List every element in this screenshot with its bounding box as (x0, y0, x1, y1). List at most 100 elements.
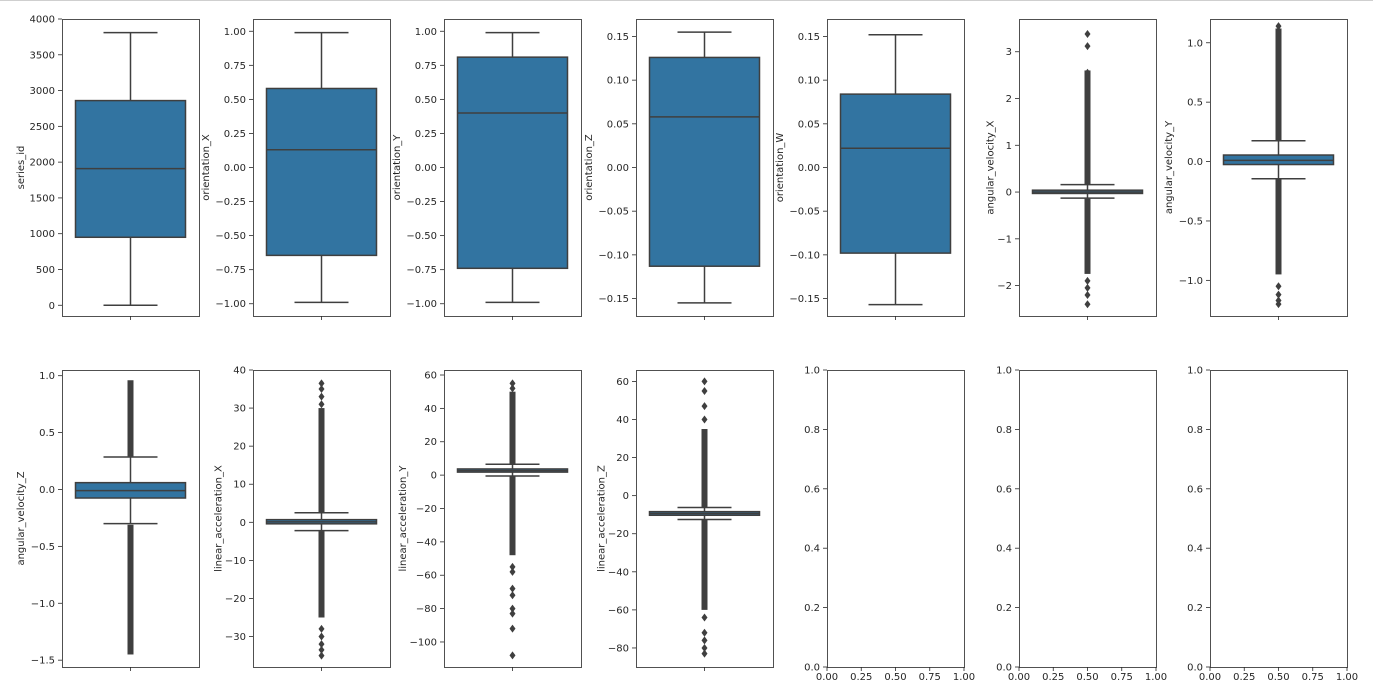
x-tick-label: 0.00 (1008, 672, 1030, 683)
y-tick-label: −60 (608, 605, 629, 616)
subplot-8: −1.5 −1.0 −0.5 0.0 0.5 1.0 angular_velocity_Z (16, 370, 200, 671)
subplot-9: −30 −20 −10 0 10 20 30 40 linear_acceleration_X (213, 366, 391, 671)
y-tick-label: 0 (623, 491, 629, 502)
box (456, 56, 569, 270)
x-tick-label: 0.75 (1111, 672, 1133, 683)
outlier-point (1275, 290, 1282, 299)
subplot-7: −1.0 −0.5 0.0 0.5 1.0 angular_velocity_Y (1164, 19, 1348, 320)
y-tick-label: 3500 (30, 50, 55, 61)
outlier-point (509, 567, 516, 576)
y-tick-label: −0.75 (215, 265, 246, 276)
y-tick-label: 30 (233, 404, 246, 415)
outlier-run (701, 519, 708, 610)
y-axis-label: orientation_X (201, 134, 212, 201)
outlier-point (1084, 276, 1091, 285)
y-tick-label: 20 (233, 442, 246, 453)
box (648, 56, 761, 267)
y-tick-label: 0.0 (1187, 663, 1203, 674)
outlier-point (701, 613, 708, 622)
top-border (0, 0, 1373, 1)
box (839, 93, 952, 254)
box (265, 87, 378, 257)
y-tick-label: 500 (36, 265, 55, 276)
outlier-point (1084, 29, 1091, 38)
outlier-point (318, 651, 325, 660)
y-axis-label: linear_acceleration_Z (596, 465, 607, 572)
y-tick-label: −80 (416, 604, 437, 615)
outlier-point (701, 415, 708, 424)
outlier-point (509, 379, 516, 388)
y-tick-label: 0.0 (804, 663, 820, 674)
y-tick-label: 0 (431, 471, 437, 482)
axes-frame (1210, 19, 1348, 317)
y-tick-label: −0.05 (789, 207, 820, 218)
outlier-run (1084, 198, 1091, 274)
axes-frame (1019, 19, 1157, 317)
y-tick-label: 0.0 (996, 663, 1012, 674)
y-tick-label: −1.0 (1179, 276, 1203, 287)
y-axis-label: angular_velocity_Y (1164, 120, 1175, 214)
outlier-run (1275, 28, 1282, 141)
y-tick-label: −1.00 (215, 299, 246, 310)
outlier-point (318, 624, 325, 633)
x-tick-label: 0.50 (884, 672, 906, 683)
y-tick-label: 20 (424, 437, 437, 448)
y-axis-label: angular_velocity_Z (16, 471, 27, 565)
y-tick-label: 0.10 (607, 76, 629, 87)
subplot-12: 0.0 0.2 0.4 0.6 0.8 1.0 0.00 0.25 0.50 0.75 1.00 (804, 366, 975, 684)
y-tick-label: −100 (410, 637, 437, 648)
outlier-point (318, 385, 325, 394)
y-tick-label: 40 (424, 404, 437, 415)
y-tick-label: 0.0 (1187, 157, 1203, 168)
outlier-point (1275, 296, 1282, 305)
axes-frame (827, 370, 965, 668)
y-tick-label: −40 (416, 537, 437, 548)
y-tick-label: 0.5 (1187, 98, 1203, 109)
y-tick-label: 0.05 (607, 119, 629, 130)
outlier-point (509, 604, 516, 613)
y-tick-label: 1.0 (804, 366, 820, 377)
y-axis-label: angular_velocity_X (986, 120, 997, 214)
y-tick-label: 0.8 (996, 425, 1012, 436)
axes-frame (444, 370, 582, 668)
x-tick-label: 1.00 (1336, 672, 1358, 683)
y-tick-label: 0.8 (1187, 425, 1203, 436)
axes-frame (1019, 370, 1157, 668)
x-tick-label: 0.25 (1042, 672, 1064, 683)
y-tick-label: 1.0 (996, 366, 1012, 377)
outlier-point (701, 643, 708, 652)
y-tick-label: −1.5 (31, 656, 55, 667)
y-tick-label: 2500 (30, 122, 55, 133)
outlier-run (1275, 179, 1282, 275)
y-tick-label: 1500 (30, 193, 55, 204)
y-tick-label: 3 (1006, 47, 1012, 58)
y-tick-label: −60 (416, 571, 437, 582)
y-tick-label: −0.50 (215, 231, 246, 242)
axes-frame (444, 19, 582, 317)
y-axis-label: orientation_W (775, 133, 786, 203)
y-tick-label: −0.15 (789, 294, 820, 305)
y-tick-label: −1 (997, 234, 1012, 245)
outlier-point (1084, 290, 1091, 299)
y-tick-label: 0.00 (607, 163, 629, 174)
y-tick-label: 0.6 (1187, 484, 1203, 495)
outlier-point (1084, 68, 1091, 77)
outlier-point (701, 377, 708, 386)
axes-frame (636, 19, 774, 317)
outlier-point (318, 645, 325, 654)
outlier-point (701, 386, 708, 395)
y-tick-label: −0.10 (789, 250, 820, 261)
y-tick-label: 60 (616, 377, 629, 388)
outlier-run (509, 391, 516, 465)
y-tick-label: 40 (616, 415, 629, 426)
y-axis-label: linear_acceleration_X (213, 465, 224, 572)
subplot-6: −2 −1 0 1 2 3 angular_velocity_X (986, 19, 1157, 320)
y-tick-label: 0 (1006, 188, 1012, 199)
axes-frame (1210, 370, 1348, 668)
y-tick-label: −0.05 (598, 207, 629, 218)
outlier-point (509, 609, 516, 618)
y-tick-label: 20 (616, 453, 629, 464)
y-tick-label: −1.00 (406, 299, 437, 310)
axes-frame (253, 19, 391, 317)
y-tick-label: −20 (416, 504, 437, 515)
